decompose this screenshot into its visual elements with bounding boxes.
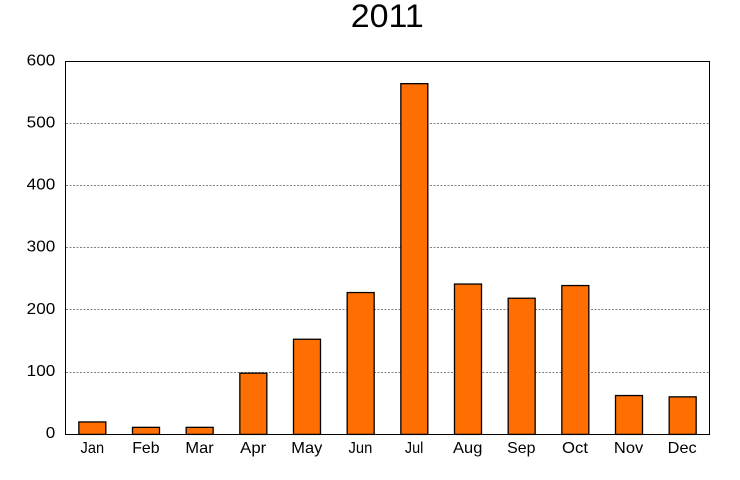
svg-text:200: 200 xyxy=(27,301,56,318)
svg-text:300: 300 xyxy=(27,239,56,256)
svg-text:Jan: Jan xyxy=(81,440,105,457)
svg-text:Oct: Oct xyxy=(562,440,588,457)
svg-text:500: 500 xyxy=(27,115,56,132)
svg-text:Jul: Jul xyxy=(405,440,423,457)
svg-text:Apr: Apr xyxy=(240,440,267,457)
svg-text:Feb: Feb xyxy=(132,440,159,457)
svg-text:May: May xyxy=(291,440,322,457)
svg-text:Aug: Aug xyxy=(453,440,482,457)
svg-text:100: 100 xyxy=(27,363,56,380)
svg-text:600: 600 xyxy=(27,52,56,69)
svg-text:Jun: Jun xyxy=(349,440,373,457)
svg-text:Nov: Nov xyxy=(614,440,643,457)
svg-text:Mar: Mar xyxy=(185,440,214,457)
svg-text:0: 0 xyxy=(46,425,56,442)
svg-text:Dec: Dec xyxy=(668,440,697,457)
svg-text:Sep: Sep xyxy=(507,440,535,457)
svg-text:400: 400 xyxy=(27,177,56,194)
svg-text:2011: 2011 xyxy=(351,0,424,34)
